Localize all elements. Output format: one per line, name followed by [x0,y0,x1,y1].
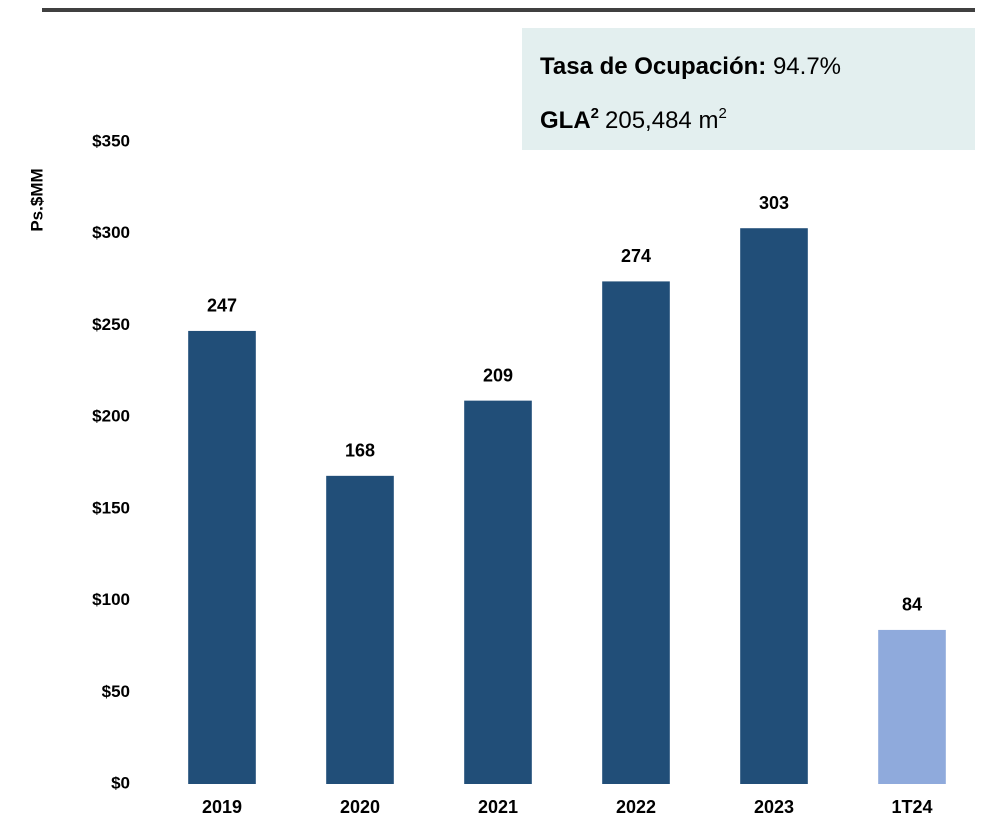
info-value: 205,484 m [605,107,718,134]
x-tick-label: 2020 [340,797,380,817]
data-label: 168 [345,441,375,461]
y-tick-label: $300 [92,223,130,242]
info-label: Tasa de Ocupación: [540,53,766,80]
bar [602,281,670,784]
bar [188,330,256,784]
y-tick-label: $250 [92,315,130,334]
info-sup: 2 [718,105,726,122]
y-tick-label: $50 [102,682,130,701]
bar [878,629,946,784]
x-tick-label: 2022 [616,797,656,817]
y-tick-label: $100 [92,590,130,609]
x-tick-label: 2023 [754,797,794,817]
bar [464,400,532,784]
y-tick-label: $0 [111,773,130,792]
info-box [522,28,975,150]
info-line-2: GLA2 205,484 m2 [540,105,727,134]
x-tick-label: 1T24 [891,797,932,817]
y-tick-label: $350 [92,131,130,150]
data-label: 303 [759,193,789,213]
bar [326,475,394,784]
data-label: 209 [483,365,513,385]
info-line-1: Tasa de Ocupación: 94.7% [540,53,841,80]
y-axis-label: Ps.$MM [27,168,46,231]
data-label: 247 [207,296,237,316]
y-tick-label: $150 [92,498,130,517]
x-tick-label: 2019 [202,797,242,817]
data-label: 274 [621,246,651,266]
data-label: 84 [902,595,922,615]
info-label: GLA [540,107,591,134]
info-sup: 2 [591,105,599,122]
x-tick-label: 2021 [478,797,518,817]
info-value: 94.7% [773,53,841,80]
bar [740,228,808,784]
y-tick-label: $200 [92,407,130,426]
